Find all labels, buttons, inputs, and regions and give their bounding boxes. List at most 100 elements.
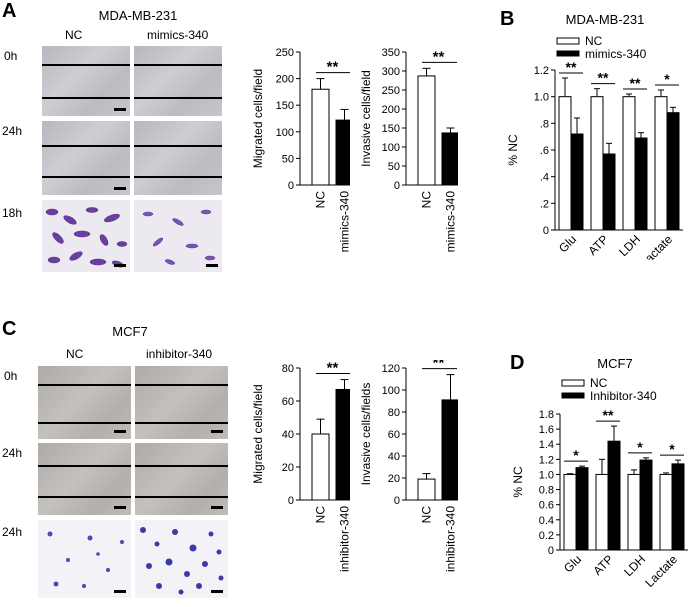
bar-glu-0 bbox=[563, 473, 577, 551]
significance-label: ** bbox=[598, 70, 609, 86]
bar-atp-0 bbox=[590, 96, 604, 231]
significance-label: ** bbox=[433, 48, 445, 65]
x-category-label: LDH bbox=[616, 232, 643, 259]
x-category-label: mimics-340 bbox=[338, 191, 351, 253]
x-category-label: inhibitor-340 bbox=[338, 506, 351, 572]
panel-a-row-24h: 24h bbox=[2, 124, 23, 138]
significance-label: ** bbox=[630, 75, 641, 91]
panel-c-row-24h-invasion: 24h bbox=[2, 525, 23, 539]
legend-label: mimics-340 bbox=[585, 47, 647, 61]
wound-image-c-treated-0h bbox=[135, 366, 228, 439]
y-tick-label: 0.6 bbox=[539, 500, 554, 512]
x-category-label: Lactate bbox=[642, 552, 680, 590]
bar-lactate-0 bbox=[654, 96, 668, 231]
bar-glu-1 bbox=[570, 133, 584, 231]
panel-letter-b: B bbox=[500, 8, 515, 30]
y-axis-label: Invasive cells/field bbox=[359, 70, 373, 167]
significance-label: * bbox=[573, 447, 579, 463]
wound-image-a-treated-24h bbox=[134, 121, 222, 195]
x-category-label: ATP bbox=[585, 232, 611, 258]
bar-atp-1 bbox=[607, 440, 621, 551]
bar-ldh-1 bbox=[639, 459, 653, 551]
y-tick-label: 0 bbox=[543, 225, 549, 237]
cell-stain-pattern bbox=[47, 531, 124, 588]
bar-inhibitor-340 bbox=[335, 388, 350, 501]
bar-ldh-0 bbox=[622, 96, 636, 231]
bar-atp-0 bbox=[595, 473, 609, 551]
cell-stain-pattern bbox=[45, 207, 128, 268]
legend-label: NC bbox=[590, 376, 608, 390]
wound-image-a-treated-0h bbox=[134, 46, 222, 116]
y-tick-label: 0.4 bbox=[539, 515, 554, 527]
y-tick-label: 150 bbox=[276, 100, 294, 112]
y-tick-label: 200 bbox=[276, 74, 294, 86]
invasion-image-a-nc bbox=[42, 200, 130, 272]
x-category-label: Glu bbox=[561, 552, 584, 575]
legend-swatch bbox=[556, 50, 580, 57]
panel-letter-c: C bbox=[2, 318, 17, 340]
panel-a-title: MDA-MB-231 bbox=[98, 8, 178, 23]
panel-a-row-18h: 18h bbox=[2, 206, 23, 220]
y-tick-label: 1.0 bbox=[534, 92, 549, 104]
y-axis-label: Migrated cells/field bbox=[251, 384, 265, 483]
bar-lactate-1 bbox=[671, 463, 685, 551]
y-tick-label: 40 bbox=[282, 429, 294, 441]
panel-b-title: MDA-MB-231 bbox=[565, 12, 645, 27]
y-axis-label: Invasive cells/fields bbox=[359, 383, 373, 486]
cell-stain-pattern bbox=[142, 209, 216, 265]
y-tick-label: 40 bbox=[388, 451, 400, 463]
y-tick-label: .2 bbox=[540, 198, 549, 210]
bar-lactate-0 bbox=[659, 473, 673, 551]
y-tick-label: 150 bbox=[382, 123, 400, 135]
x-category-label: ATP bbox=[590, 552, 616, 578]
bar-nc bbox=[311, 88, 330, 186]
panel-letter-a: A bbox=[2, 0, 17, 22]
wound-image-c-treated-24h bbox=[135, 443, 228, 515]
y-tick-label: 0 bbox=[288, 180, 294, 192]
y-tick-label: 0.2 bbox=[539, 530, 554, 542]
chart-a-migrated: 0 50 100 150 200 250 Migrated cells/field NC mim… bbox=[251, 47, 351, 253]
bar-glu-1 bbox=[575, 467, 589, 551]
chart-c-migrated: 0 20 40 60 80 Migrated cells/field NC inhibitor… bbox=[251, 360, 351, 572]
legend-swatch bbox=[561, 392, 585, 399]
significance-label: * bbox=[637, 439, 643, 455]
bar-atp-1 bbox=[602, 153, 616, 231]
y-tick-label: 250 bbox=[382, 85, 400, 97]
y-tick-label: 0 bbox=[548, 545, 554, 557]
significance-label: ** bbox=[327, 360, 339, 377]
chart-b-metabolism: 0 .2 .4 .6 .8 1.0 1.2 % NC ** Glu ** ATP ** LDH * Lacta… bbox=[506, 34, 683, 260]
y-tick-label: 0 bbox=[394, 180, 400, 192]
legend-swatch bbox=[561, 379, 585, 387]
y-tick-label: .6 bbox=[540, 145, 549, 157]
panel-d-title: MCF7 bbox=[597, 356, 633, 371]
significance-label: ** bbox=[327, 59, 339, 76]
y-tick-label: 1.2 bbox=[534, 65, 549, 77]
bar-lactate-1 bbox=[666, 112, 680, 231]
x-category-label: inhibitor-340 bbox=[444, 506, 458, 572]
y-tick-label: 100 bbox=[276, 127, 294, 139]
legend-label: Inhibitor-340 bbox=[590, 389, 657, 403]
y-tick-label: 250 bbox=[276, 47, 294, 59]
y-axis-label: % NC bbox=[506, 134, 520, 166]
panel-c-row-0h: 0h bbox=[4, 369, 18, 383]
bar-inhibitor-340 bbox=[441, 399, 458, 501]
significance-label: ** bbox=[566, 59, 577, 75]
y-tick-label: 350 bbox=[382, 47, 400, 59]
cell-stain-pattern bbox=[140, 527, 224, 595]
bar-nc bbox=[311, 433, 330, 501]
bar-nc bbox=[417, 478, 436, 501]
x-category-label: Glu bbox=[556, 232, 579, 255]
y-tick-label: 60 bbox=[388, 429, 400, 441]
y-tick-label: 50 bbox=[282, 153, 294, 165]
panel-c-col-nc: NC bbox=[66, 347, 84, 361]
chart-a-invasive: 0 50 100 150 200 250 300 350 Invasive cells/fiel… bbox=[359, 47, 458, 252]
y-tick-label: 1.8 bbox=[539, 409, 554, 421]
y-axis-label: Migrated cells/field bbox=[251, 69, 265, 168]
y-tick-label: 100 bbox=[382, 385, 400, 397]
y-tick-label: 50 bbox=[388, 161, 400, 173]
y-tick-label: 1.6 bbox=[539, 424, 554, 436]
y-tick-label: 20 bbox=[282, 462, 294, 474]
significance-label: * bbox=[664, 71, 670, 87]
panel-c-row-24h: 24h bbox=[2, 446, 23, 460]
panel-a-row-0h: 0h bbox=[4, 49, 18, 63]
